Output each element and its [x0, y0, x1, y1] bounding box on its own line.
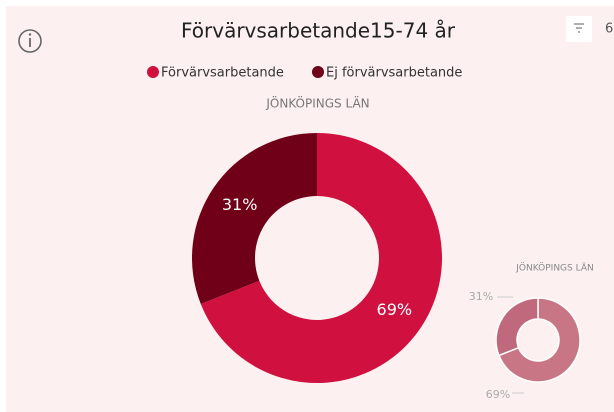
data-label: 31% [469, 290, 493, 303]
data-label: 69% [486, 388, 510, 401]
legend-label: Ej förvärvsarbetande [326, 66, 462, 81]
donut-slice [497, 297, 581, 383]
donut-slice [191, 133, 317, 305]
info-dot [28, 33, 32, 36]
filter-button [566, 16, 592, 42]
data-label: 31% [222, 195, 258, 214]
donut-slice [200, 133, 442, 384]
chart-subtitle: JÖNKÖPINGS LÄN [265, 95, 369, 111]
toolbar-text: 6 [605, 22, 613, 37]
filter-icon[interactable] [566, 16, 592, 42]
donut-slice [495, 297, 539, 357]
legend-marker [312, 66, 324, 78]
legend-label: Förvärvsarbetande [161, 66, 284, 81]
info-icon[interactable] [18, 29, 42, 53]
data-label: 69% [377, 300, 413, 319]
info-circle [18, 29, 42, 53]
legend-marker [147, 66, 159, 78]
tooltip-subtitle: JÖNKÖPINGS LÄN [515, 263, 593, 274]
chart-title: Förvärvsarbetande15-74 år [181, 19, 456, 43]
